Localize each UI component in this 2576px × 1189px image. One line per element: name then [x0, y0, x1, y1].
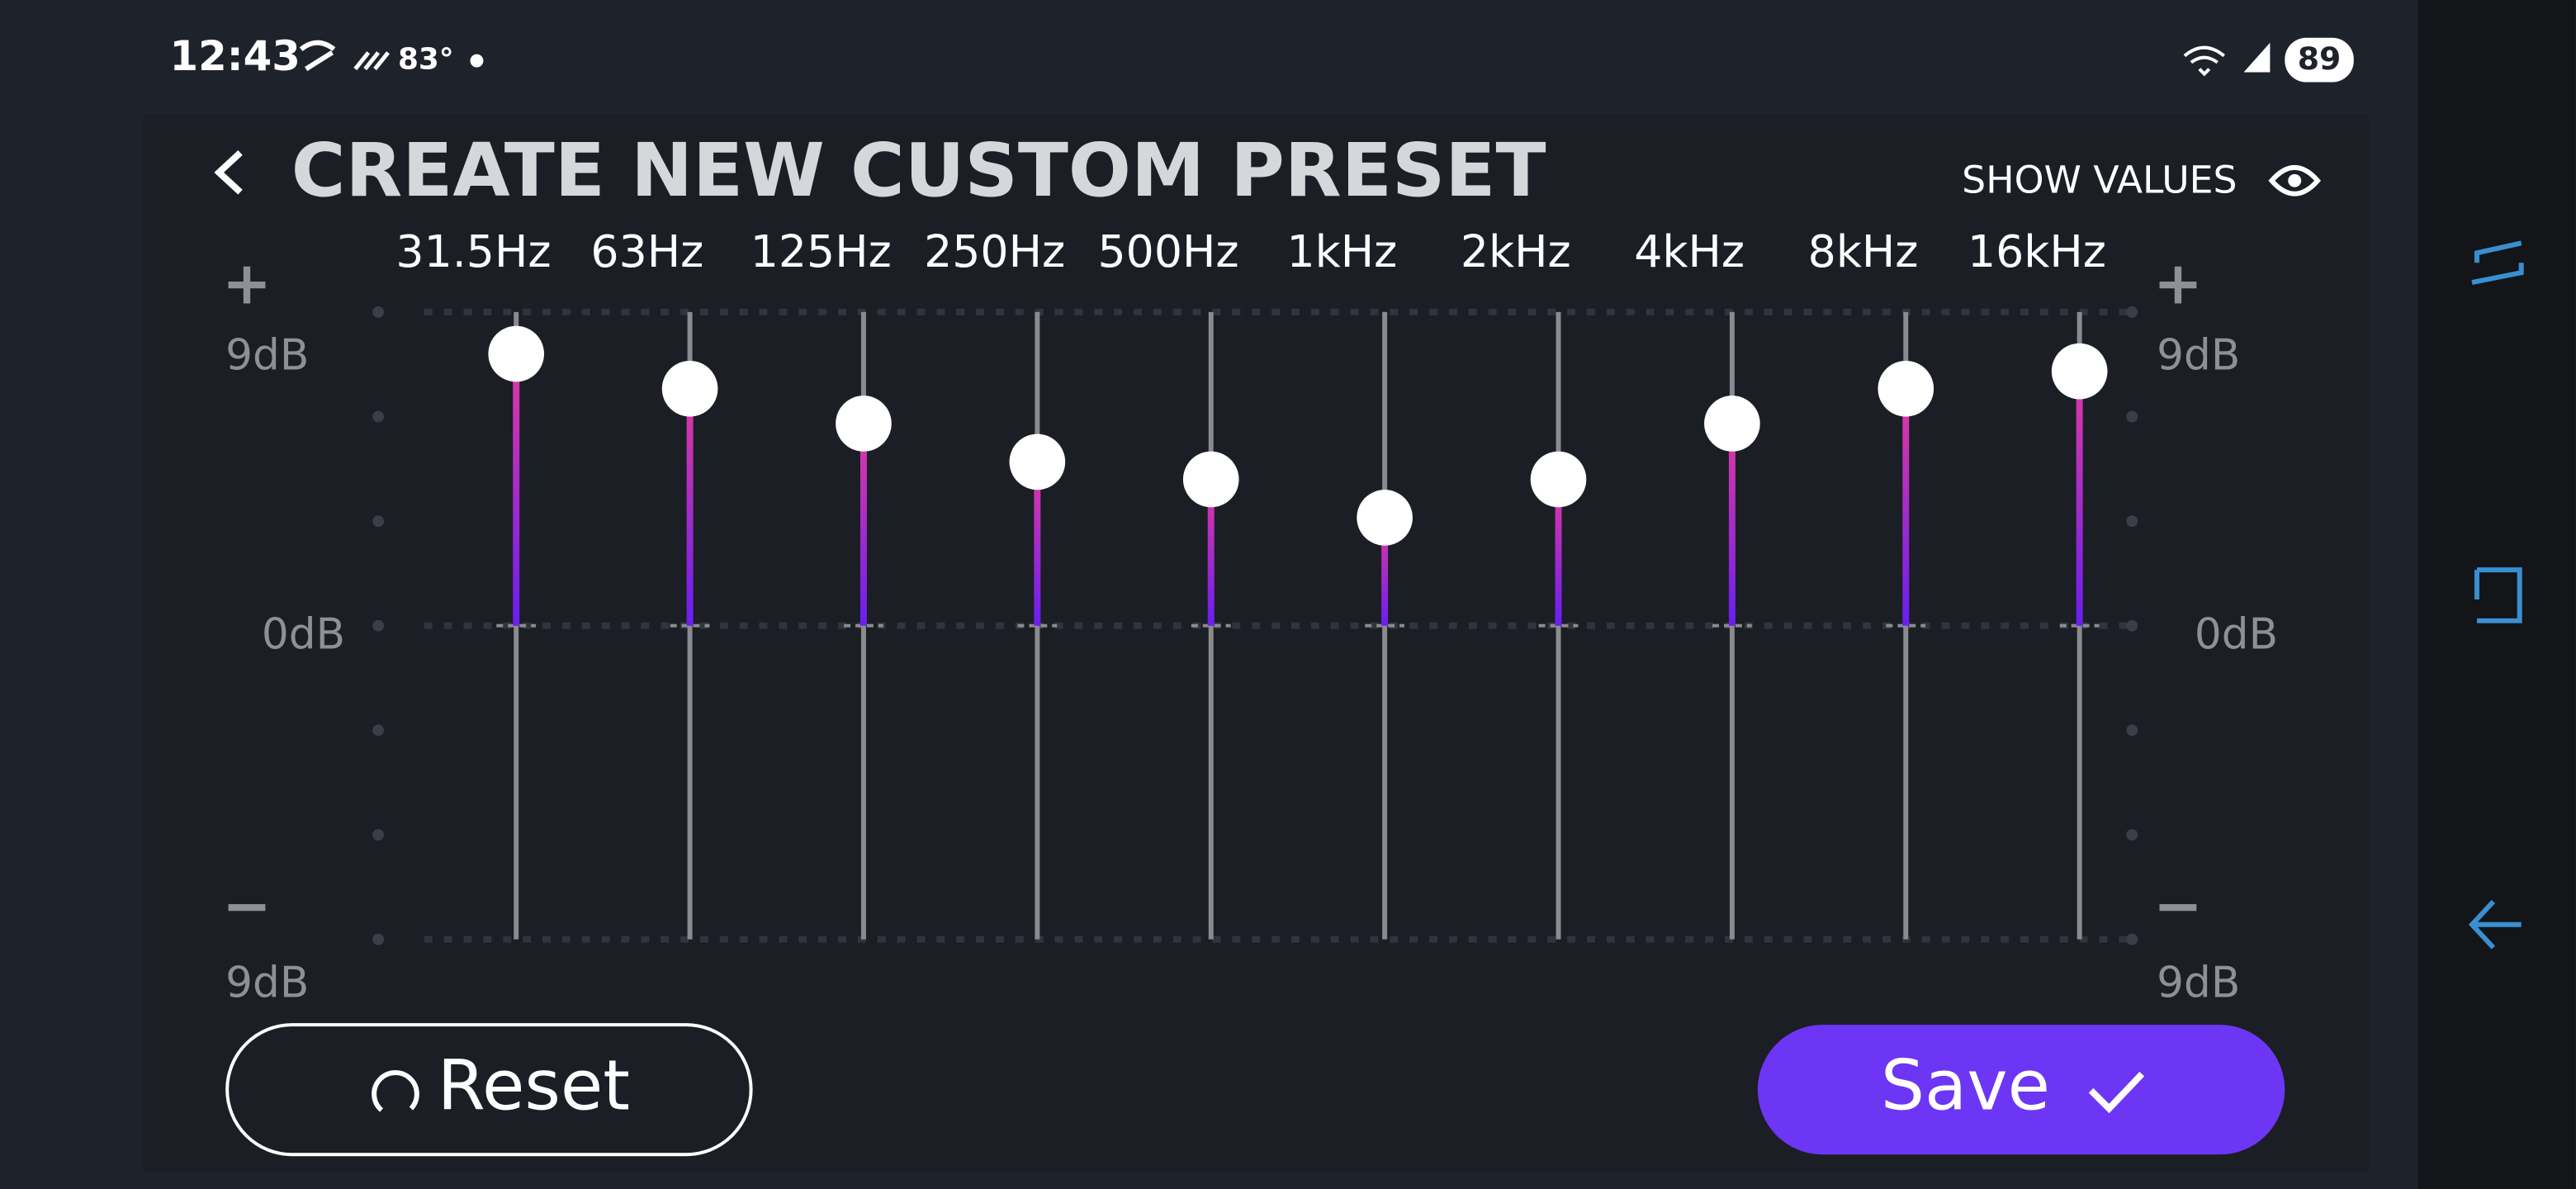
back-nav[interactable]	[2468, 899, 2522, 950]
minus-label: −	[2153, 871, 2203, 940]
signal-icon	[2243, 42, 2271, 73]
scale-dot	[2126, 306, 2138, 318]
slider-fill	[513, 353, 520, 626]
slider-knob[interactable]	[488, 325, 545, 382]
band-label: 31.5Hz	[395, 225, 551, 277]
scale-dot	[2126, 829, 2138, 841]
band-label: 16kHz	[1968, 225, 2106, 277]
slider-fill	[1034, 462, 1041, 626]
plus-label: +	[2153, 249, 2203, 318]
wifi-icon	[2183, 45, 2225, 77]
band-label: 63Hz	[590, 225, 703, 277]
eye-pupil	[2288, 173, 2302, 187]
slider-knob[interactable]	[1704, 396, 1760, 452]
slider-fill	[859, 423, 867, 626]
max-label: 9dB	[2157, 331, 2240, 381]
scale-dot	[372, 829, 385, 841]
eye-icon[interactable]	[2268, 165, 2322, 197]
dot	[470, 54, 484, 68]
slider-fill	[2076, 371, 2083, 626]
save-label[interactable]: Save	[1881, 1045, 2050, 1126]
title: CREATE NEW CUSTOM PRESET	[291, 128, 1546, 214]
battery	[2285, 37, 2354, 83]
slider-knob[interactable]	[1357, 490, 1413, 546]
scale-dot	[372, 515, 385, 528]
slider-fill	[1902, 388, 1910, 626]
slider-knob[interactable]	[1009, 433, 1066, 490]
back-button[interactable]	[214, 150, 243, 195]
slider-fill	[686, 388, 694, 626]
scale-dot	[372, 306, 385, 318]
slider-knob[interactable]	[1530, 451, 1587, 508]
check-icon	[2088, 1072, 2145, 1114]
band-label: 125Hz	[751, 225, 892, 277]
slider-knob[interactable]	[1182, 451, 1239, 508]
equalizer: +9dB 0dB − 9dB +9dB 0dB − 9dB 31.5Hz 63Hz 125Hz 250…	[222, 225, 2278, 1007]
scale-dot	[372, 933, 385, 945]
plus-label: +	[222, 249, 272, 318]
band-label: 8kHz	[1808, 225, 1919, 277]
slider-knob[interactable]	[2051, 343, 2108, 400]
scale-dot	[372, 724, 385, 737]
zero-label: 0dB	[2195, 610, 2278, 660]
weather-icon	[353, 51, 390, 71]
call-icon	[299, 40, 336, 72]
time: 12:43	[170, 32, 301, 80]
scale-dot	[2126, 619, 2138, 632]
band-label: 4kHz	[1634, 225, 1745, 277]
zero-label: 0dB	[262, 610, 345, 660]
scale-dot	[2126, 724, 2138, 737]
slider-knob[interactable]	[1878, 360, 1934, 417]
battery-level: 89	[2298, 40, 2342, 77]
home[interactable]	[2474, 567, 2522, 623]
reset-label[interactable]: Reset	[438, 1045, 630, 1126]
temperature: 83°	[398, 43, 454, 77]
reset-button[interactable]	[225, 1023, 753, 1157]
show-values[interactable]: SHOW VALUES	[1962, 158, 2237, 201]
recent-apps[interactable]	[2471, 240, 2524, 286]
scale-dot	[372, 619, 385, 632]
min-label: 9dB	[2157, 958, 2240, 1007]
save-button[interactable]	[1757, 1025, 2285, 1155]
scale-dot	[2126, 410, 2138, 423]
slider-fill	[1381, 517, 1389, 626]
max-label: 9dB	[225, 331, 309, 381]
scale-dot	[372, 410, 385, 423]
slider-fill	[1555, 479, 1562, 626]
reset-icon	[372, 1070, 419, 1112]
scale-dot	[2126, 933, 2138, 945]
slider-fill	[1728, 423, 1735, 626]
band-label: 1kHz	[1287, 225, 1398, 277]
min-label: 9dB	[225, 958, 309, 1007]
slider-knob[interactable]	[836, 396, 892, 452]
slider-knob[interactable]	[661, 360, 718, 417]
nav-bar	[2417, 0, 2576, 1189]
band-label: 500Hz	[1098, 225, 1239, 277]
slider-fill	[1207, 479, 1215, 626]
band-label: 250Hz	[924, 225, 1065, 277]
minus-label: −	[222, 871, 272, 940]
band-label: 2kHz	[1461, 225, 1571, 277]
scale-dot	[2126, 515, 2138, 528]
